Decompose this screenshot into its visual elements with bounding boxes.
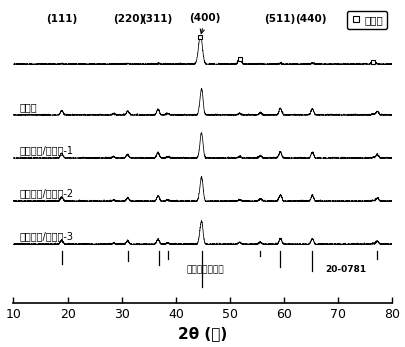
Legend: 泡沫镁: 泡沫镁 <box>346 11 386 29</box>
Text: 碳量子点/青酸镁-1: 碳量子点/青酸镁-1 <box>20 145 74 155</box>
Text: 碳量子点/青酸镁-3: 碳量子点/青酸镁-3 <box>20 231 74 242</box>
Text: 碳量子点/青酸镁-2: 碳量子点/青酸镁-2 <box>20 188 74 198</box>
Text: (311): (311) <box>141 14 172 24</box>
Text: (111): (111) <box>47 14 78 24</box>
Text: (400): (400) <box>189 13 220 34</box>
Text: (220): (220) <box>112 14 143 24</box>
Text: 青酸镁标准卡片: 青酸镁标准卡片 <box>186 265 224 274</box>
Text: 馒酸镁: 馒酸镁 <box>20 102 38 112</box>
Text: (440): (440) <box>295 14 326 24</box>
X-axis label: 2θ (度): 2θ (度) <box>178 327 227 341</box>
Text: 20-0781: 20-0781 <box>324 265 365 274</box>
Text: (511): (511) <box>264 14 295 24</box>
